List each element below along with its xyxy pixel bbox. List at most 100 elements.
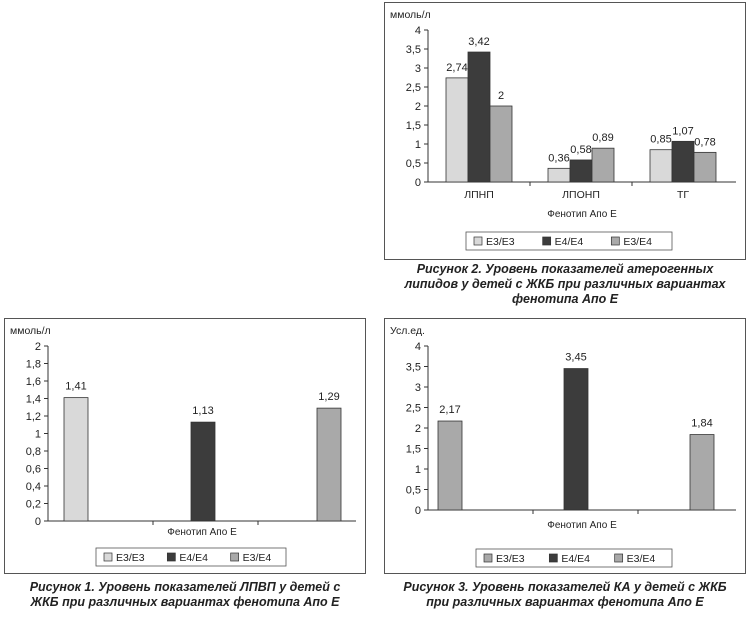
y-tick-label: 1,8 [26, 359, 41, 371]
bar-ЛПОНП-Е3-Е3 [547, 167, 571, 183]
data-label: 0,36 [548, 152, 569, 164]
legend-label: Е4/Е4 [555, 236, 584, 248]
data-label: 0,89 [592, 132, 613, 144]
y-tick-label: 0 [415, 505, 421, 517]
bar-ЛПНП-Е3-Е4 [489, 105, 513, 183]
y-tick-label: 1,5 [406, 444, 421, 456]
bar-ЛПОНП-Е3-Е4 [591, 147, 615, 183]
legend-swatch [542, 236, 552, 246]
chart-ka: Усл.ед. 0 0,5 1 1,5 2 2,5 3 3,5 4 2,17 3,45 1,84 Фено… [384, 318, 746, 574]
y-tick-label: 1,2 [26, 411, 41, 423]
y-tick-label: 0,4 [26, 481, 41, 493]
legend-swatch [483, 553, 493, 563]
y-tick-label: 1,6 [26, 376, 41, 388]
y-tick-label: 1,4 [26, 394, 41, 406]
caption-line: фенотипа Апо Е [511, 292, 619, 306]
caption-figure-2: Рисунок 2. Уровень показателей атерогенн… [384, 262, 746, 307]
y-tick-label: 1 [415, 464, 421, 476]
x-category-label: ТГ [677, 189, 689, 201]
bar-Е4-Е4 [563, 368, 589, 511]
data-label: 0,85 [650, 134, 671, 146]
legend-swatch [610, 236, 620, 246]
y-tick-label: 2 [415, 101, 421, 113]
caption-line: Рисунок 1. Уровень показателей ЛПВП у де… [29, 580, 341, 594]
y-tick-label: 3 [415, 63, 421, 75]
bar-ТГ-Е4-Е4 [671, 140, 695, 183]
y-tick-label: 0 [35, 516, 41, 528]
legend-label: Е3/Е4 [627, 553, 656, 565]
y-tick-label: 1,5 [406, 120, 421, 132]
legend-box [95, 547, 287, 567]
caption-figure-1: Рисунок 1. Уровень показателей ЛПВП у де… [4, 580, 366, 610]
figure-atherogenic-lipids: ммоль/л 0 0,5 1 1,5 2 2,5 3 3,5 4 2,74 3,42 2 ЛПНП 0,3… [384, 2, 746, 260]
y-axis-label: ммоль/л [390, 9, 431, 21]
bar-ТГ-Е3-Е4 [693, 151, 717, 183]
data-label: 3,42 [468, 36, 489, 48]
bar-Е3-Е3 [63, 397, 89, 522]
caption-line: липидов у детей с ЖКБ при различных вари… [404, 277, 726, 291]
caption-line: Рисунок 3. Уровень показателей КА у дете… [403, 580, 727, 594]
data-label: 0,78 [694, 136, 715, 148]
y-tick-label: 1 [415, 139, 421, 151]
y-tick-label: 0,2 [26, 499, 41, 511]
bar-ЛПНП-Е4-Е4 [467, 51, 491, 183]
legend-label: Е3/Е4 [623, 236, 652, 248]
y-tick-label: 2 [415, 423, 421, 435]
legend: Е3/Е3 Е4/Е4 Е3/Е4 [95, 547, 287, 567]
legend-swatch [548, 553, 558, 563]
data-label: 2,17 [439, 404, 460, 416]
legend-swatch [230, 552, 240, 562]
bar-Е3-Е4 [316, 407, 342, 522]
bar-ТГ-Е3-Е3 [649, 149, 673, 183]
chart-frame [384, 2, 746, 260]
y-tick-label: 2,5 [406, 403, 421, 415]
legend: Е3/Е3 Е4/Е4 Е3/Е4 [465, 231, 673, 251]
legend-swatch [166, 552, 176, 562]
legend-swatch [614, 553, 624, 563]
y-axis-label: Усл.ед. [390, 325, 425, 337]
data-label: 1,07 [672, 125, 693, 137]
data-label: 1,29 [318, 391, 339, 403]
x-axis-label: Фенотип Апо Е [167, 527, 237, 538]
bar-ЛПОНП-Е4-Е4 [569, 159, 593, 183]
y-tick-label: 0,5 [406, 158, 421, 170]
legend-label: Е4/Е4 [179, 552, 208, 564]
y-tick-label: 0,8 [26, 446, 41, 458]
bar-ЛПНП-Е3-Е3 [445, 77, 469, 183]
data-label: 1,13 [192, 405, 213, 417]
data-label: 1,84 [691, 418, 712, 430]
caption-line: при различных вариантах фенотипа Апо Е [426, 595, 704, 609]
chart-atherogenic: ммоль/л 0 0,5 1 1,5 2 2,5 3 3,5 4 2,74 3,42 2 ЛПНП 0,3… [384, 2, 746, 260]
y-tick-label: 3 [415, 382, 421, 394]
legend-swatch [473, 236, 483, 246]
x-axis-label: Фенотип Апо Е [547, 209, 617, 220]
data-label: 1,41 [65, 381, 86, 393]
legend-label: Е3/Е4 [243, 552, 272, 564]
x-category-label: ЛПОНП [562, 189, 600, 201]
legend-box [465, 231, 673, 251]
legend-label: Е3/Е3 [116, 552, 145, 564]
data-label: 3,45 [565, 352, 586, 364]
caption-line: ЖКБ при различных вариантах фенотипа Апо… [30, 595, 340, 609]
caption-figure-3: Рисунок 3. Уровень показателей КА у дете… [384, 580, 746, 610]
y-tick-label: 0,5 [406, 485, 421, 497]
y-tick-label: 4 [415, 341, 421, 353]
legend-label: Е4/Е4 [561, 553, 590, 565]
data-label: 0,58 [570, 144, 591, 156]
legend: Е3/Е3 Е4/Е4 Е3/Е4 [475, 548, 673, 568]
y-tick-label: 4 [415, 25, 421, 37]
x-category-label: ЛПНП [464, 189, 494, 201]
y-tick-label: 0,6 [26, 464, 41, 476]
bar-Е3-Е4 [689, 434, 715, 511]
y-tick-label: 1 [35, 429, 41, 441]
chart-lpvp: ммоль/л 0 0,2 0,4 0,6 0,8 1 1,2 1,4 1,6 1,8 2 1,41 1,… [4, 318, 366, 574]
figure-hdl: ммоль/л 0 0,2 0,4 0,6 0,8 1 1,2 1,4 1,6 1,8 2 1,41 1,… [4, 318, 366, 574]
legend-box [475, 548, 673, 568]
caption-line: Рисунок 2. Уровень показателей атерогенн… [416, 262, 714, 276]
legend-label: Е3/Е3 [496, 553, 525, 565]
bar-Е3-Е3 [437, 420, 463, 511]
x-axis-label: Фенотип Апо Е [547, 520, 617, 531]
y-tick-label: 0 [415, 177, 421, 189]
y-tick-label: 2,5 [406, 82, 421, 94]
figure-ka: Усл.ед. 0 0,5 1 1,5 2 2,5 3 3,5 4 2,17 3,45 1,84 Фено… [384, 318, 746, 574]
